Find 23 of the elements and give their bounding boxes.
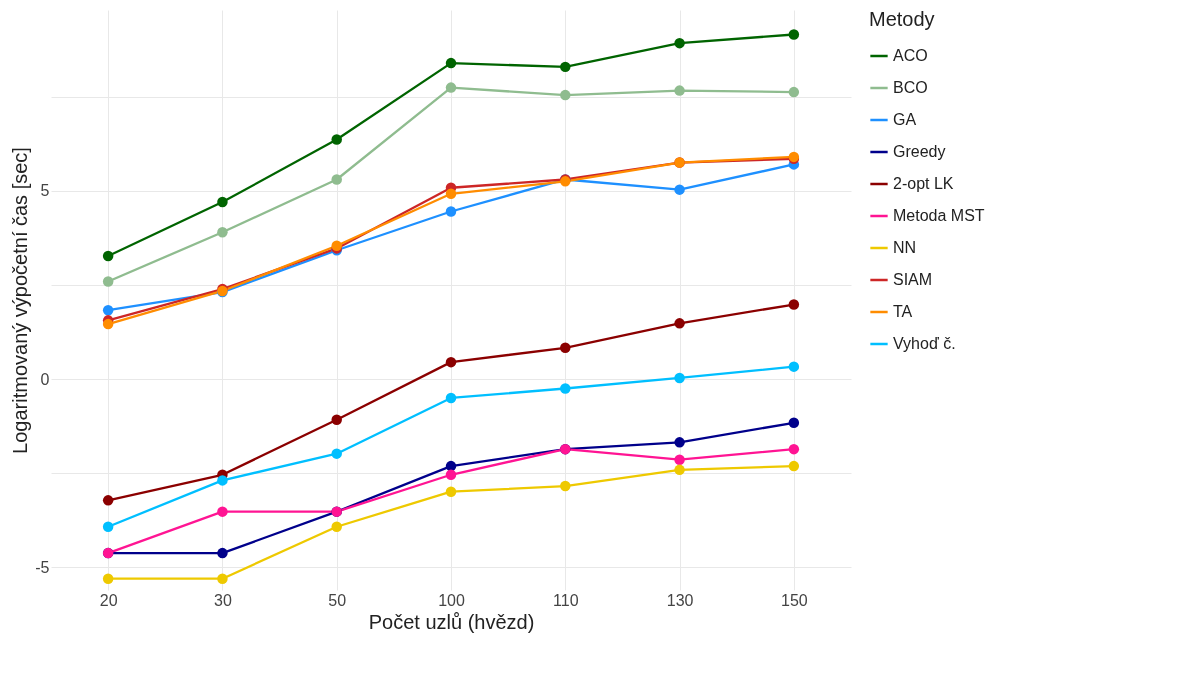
x-tick-label: 30 — [214, 591, 232, 609]
x-tick-label: 110 — [553, 591, 579, 609]
legend-label: Metoda MST — [893, 207, 985, 224]
y-axis-title: Logaritmovaný výpočetní čas [sec] — [9, 147, 32, 454]
legend-label: GA — [893, 111, 917, 128]
y-tick-label: 0 — [40, 370, 50, 388]
x-tick-label: 100 — [438, 591, 465, 609]
legend-label: NN — [893, 239, 917, 256]
legend-label: TA — [893, 303, 913, 320]
legend-label: SIAM — [893, 271, 933, 288]
x-tick-label: 20 — [99, 591, 118, 609]
legend-label: Greedy — [893, 143, 946, 160]
legend-label: 2-opt LK — [893, 175, 954, 192]
x-tick-label: 130 — [666, 591, 694, 609]
x-tick-label: 50 — [328, 591, 347, 609]
x-tick-label: 150 — [781, 591, 808, 609]
legend-label: ACO — [893, 47, 928, 64]
legend-label: Vyhoď č. — [893, 335, 956, 352]
y-tick-label: 5 — [40, 182, 50, 200]
legend-title: Metody — [869, 8, 935, 30]
y-tick-label: -5 — [35, 558, 50, 576]
legend-label: BCO — [893, 79, 928, 96]
x-axis-title: Počet uzlů (hvězd) — [368, 610, 535, 633]
